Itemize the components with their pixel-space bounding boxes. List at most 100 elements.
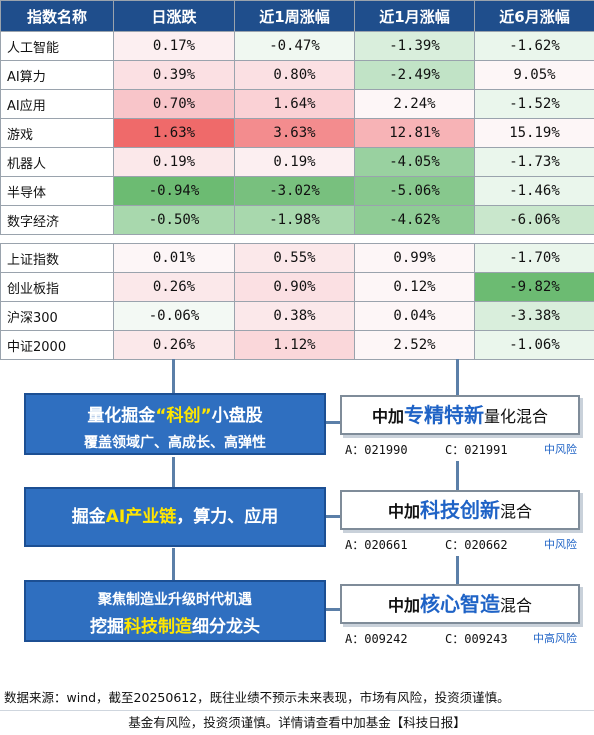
fund-code-a: A：020661 xyxy=(345,538,408,552)
table-row: 沪深300 -0.06% 0.38% 0.04% -3.38% xyxy=(0,301,594,331)
index-name-cell: 游戏 xyxy=(0,118,114,148)
change-cell: 0.80% xyxy=(234,60,355,90)
table-header-row: 指数名称 日涨跌 近1周涨幅 近1月涨幅 近6月涨幅 xyxy=(0,0,594,32)
change-cell: -0.47% xyxy=(234,31,355,61)
highlight-box-quant: 量化掘金“科创”小盘股 覆盖领域广、高成长、高弹性 xyxy=(24,393,326,455)
fund-prefix: 中加 xyxy=(387,502,420,521)
fund-code-a: A：009242 xyxy=(345,632,408,646)
change-cell: -1.52% xyxy=(474,89,594,119)
fund-codes-1: A：021990 C：021991 中风险 xyxy=(345,441,577,459)
connector-line xyxy=(172,359,175,395)
connector-line xyxy=(456,359,459,395)
box3-pre: 挖掘 xyxy=(90,617,124,637)
fund-codes-2: A：020661 C：020662 中风险 xyxy=(345,536,577,554)
change-cell: -3.02% xyxy=(234,176,355,206)
risk-label: 中高风险 xyxy=(533,632,577,645)
change-cell: 12.81% xyxy=(354,118,475,148)
fund-prefix: 中加 xyxy=(387,596,420,615)
change-cell: 1.12% xyxy=(234,330,355,360)
highlight-box-manufacturing: 聚焦制造业升级时代机遇 挖掘科技制造细分龙头 xyxy=(24,580,326,642)
fund-tail: 混合 xyxy=(500,502,533,521)
change-cell: -0.06% xyxy=(113,301,235,331)
change-cell: 0.55% xyxy=(234,243,355,273)
change-cell: 0.01% xyxy=(113,243,235,273)
box1-subtitle: 覆盖领域广、高成长、高弹性 xyxy=(84,435,266,451)
change-cell: -1.70% xyxy=(474,243,594,273)
change-cell: -9.82% xyxy=(474,272,594,302)
index-name-cell: 数字经济 xyxy=(0,205,114,235)
fund-code-c: C：021991 xyxy=(445,443,508,457)
fund-codes-3: A：009242 C：009243 中高风险 xyxy=(345,630,577,648)
table-row: AI算力 0.39% 0.80% -2.49% 9.05% xyxy=(0,60,594,90)
index-name-cell: 半导体 xyxy=(0,176,114,206)
connector-line xyxy=(172,457,175,487)
index-name-cell: 沪深300 xyxy=(0,301,114,331)
change-cell: 3.63% xyxy=(234,118,355,148)
box2-pre: 掘金 xyxy=(71,507,106,527)
change-cell: 1.63% xyxy=(113,118,235,148)
index-name-cell: 创业板指 xyxy=(0,272,114,302)
fund-code-c: C：009243 xyxy=(445,632,508,646)
change-cell: -4.05% xyxy=(354,147,475,177)
box1-post: 小盘股 xyxy=(211,406,263,426)
fund-highlight: 核心智造 xyxy=(420,592,500,616)
change-cell: -5.06% xyxy=(354,176,475,206)
box2-hl: AI产业链 xyxy=(105,507,177,527)
table-row: 上证指数 0.01% 0.55% 0.99% -1.70% xyxy=(0,243,594,273)
change-cell: 0.38% xyxy=(234,301,355,331)
change-cell: -0.50% xyxy=(113,205,235,235)
change-cell: -1.62% xyxy=(474,31,594,61)
change-cell: -1.73% xyxy=(474,147,594,177)
box1-quote: “科创” xyxy=(155,406,212,426)
connector-line xyxy=(322,608,340,611)
box3-line1: 聚焦制造业升级时代机遇 xyxy=(98,592,252,608)
index-name-cell: AI算力 xyxy=(0,60,114,90)
header-daily-change: 日涨跌 xyxy=(113,0,235,32)
change-cell: -1.46% xyxy=(474,176,594,206)
fund-box-3: 中加核心智造混合 xyxy=(340,584,580,624)
change-cell: 0.99% xyxy=(354,243,475,273)
change-cell: 0.17% xyxy=(113,31,235,61)
change-cell: -3.38% xyxy=(474,301,594,331)
table-row: 人工智能 0.17% -0.47% -1.39% -1.62% xyxy=(0,31,594,61)
change-cell: -6.06% xyxy=(474,205,594,235)
change-cell: 0.90% xyxy=(234,272,355,302)
change-cell: -2.49% xyxy=(354,60,475,90)
header-week-change: 近1周涨幅 xyxy=(234,0,355,32)
header-6month-change: 近6月涨幅 xyxy=(474,0,594,32)
fund-tail: 混合 xyxy=(500,596,533,615)
index-name-cell: 上证指数 xyxy=(0,243,114,273)
index-name-cell: 人工智能 xyxy=(0,31,114,61)
change-cell: 0.26% xyxy=(113,330,235,360)
fund-tail: 量化混合 xyxy=(484,407,549,426)
data-source-note: 数据来源：wind，截至20250612，既往业绩不预示未来表现，市场有风险，投… xyxy=(4,690,510,705)
fund-box-1: 中加专精特新量化混合 xyxy=(340,395,580,435)
change-cell: 2.52% xyxy=(354,330,475,360)
fund-code-a: A：021990 xyxy=(345,443,408,457)
change-cell: 9.05% xyxy=(474,60,594,90)
separator-cell xyxy=(0,234,594,244)
table-row: AI应用 0.70% 1.64% 2.24% -1.52% xyxy=(0,89,594,119)
connector-line xyxy=(456,461,459,490)
table-separator xyxy=(0,234,594,244)
table-row: 创业板指 0.26% 0.90% 0.12% -9.82% xyxy=(0,272,594,302)
change-cell: -0.94% xyxy=(113,176,235,206)
connector-line xyxy=(322,515,340,518)
change-cell: -1.39% xyxy=(354,31,475,61)
change-cell: 0.70% xyxy=(113,89,235,119)
box3-hl: 科技制造 xyxy=(124,617,192,637)
fund-prefix: 中加 xyxy=(371,407,404,426)
risk-label: 中风险 xyxy=(544,538,577,551)
change-cell: 0.26% xyxy=(113,272,235,302)
fund-code-c: C：020662 xyxy=(445,538,508,552)
change-cell: 15.19% xyxy=(474,118,594,148)
table-row: 半导体 -0.94% -3.02% -5.06% -1.46% xyxy=(0,176,594,206)
header-index-name: 指数名称 xyxy=(0,0,114,32)
box1-pre: 量化掘金 xyxy=(87,406,156,426)
change-cell: 1.64% xyxy=(234,89,355,119)
box2-post: ，算力、应用 xyxy=(176,507,279,527)
table-row: 游戏 1.63% 3.63% 12.81% 15.19% xyxy=(0,118,594,148)
change-cell: 0.12% xyxy=(354,272,475,302)
change-cell: 0.19% xyxy=(113,147,235,177)
index-name-cell: 中证2000 xyxy=(0,330,114,360)
